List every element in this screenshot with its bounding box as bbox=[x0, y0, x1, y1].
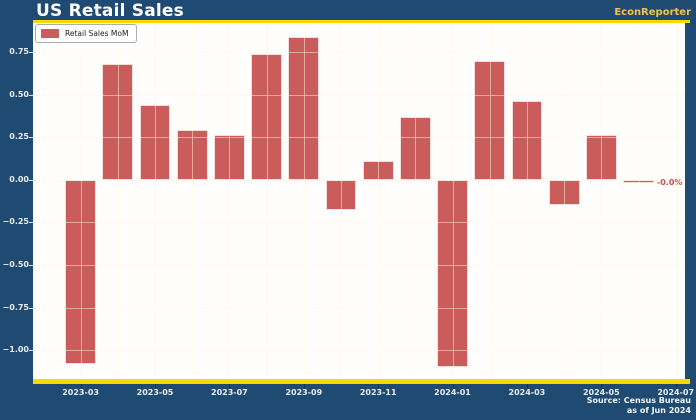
y-tick-label: −0.75 bbox=[2, 302, 29, 312]
y-tick-mark bbox=[29, 137, 33, 139]
v-gridline bbox=[341, 23, 342, 379]
v-gridline bbox=[638, 23, 640, 379]
v-gridline bbox=[526, 23, 528, 379]
y-tick-label: 0.50 bbox=[9, 89, 29, 99]
y-tick-mark bbox=[29, 350, 33, 351]
v-gridline bbox=[415, 23, 417, 379]
x-tick-mark bbox=[155, 384, 156, 388]
legend-swatch-icon bbox=[41, 29, 59, 38]
v-gridline bbox=[229, 23, 231, 379]
v-gridline bbox=[192, 23, 194, 379]
y-tick-label: −1.00 bbox=[2, 345, 29, 354]
y-tick-mark bbox=[29, 94, 33, 96]
x-tick-mark bbox=[675, 384, 677, 388]
accent-rule-top bbox=[33, 20, 690, 23]
x-tick-label: 2023-11 bbox=[359, 388, 397, 397]
brand-logo-text: EconReporter bbox=[614, 7, 691, 18]
page-title: US Retail Sales bbox=[36, 1, 184, 21]
v-gridline bbox=[452, 23, 454, 379]
bar-annotation: -0.0% bbox=[656, 178, 683, 188]
v-gridline bbox=[266, 23, 268, 379]
x-tick-label: 2024-03 bbox=[508, 388, 546, 397]
source-line-2: as of Jun 2024 bbox=[626, 405, 691, 415]
source-note: Source: Census Bureau as of Jun 2024 bbox=[587, 396, 691, 415]
x-tick-label: 2024-05 bbox=[582, 388, 620, 397]
x-tick-mark bbox=[80, 384, 82, 388]
legend-label: Retail Sales MoM bbox=[65, 29, 129, 38]
y-tick-label: 0.25 bbox=[9, 132, 29, 142]
y-tick-mark bbox=[29, 222, 33, 224]
bar-2023-07 bbox=[213, 135, 245, 180]
x-tick-mark bbox=[229, 384, 231, 388]
y-tick-label: 0.00 bbox=[9, 174, 29, 184]
v-gridline bbox=[564, 23, 566, 379]
v-gridline bbox=[155, 23, 156, 379]
h-gridline bbox=[33, 264, 685, 266]
plot-area: Retail Sales MoM -0.0% bbox=[33, 23, 685, 379]
x-tick-mark bbox=[526, 384, 528, 388]
x-tick-label: 2023-09 bbox=[285, 388, 323, 397]
legend-box: Retail Sales MoM bbox=[35, 24, 138, 43]
y-tick-label: −0.25 bbox=[2, 217, 29, 227]
v-gridline bbox=[378, 23, 380, 379]
x-tick-label: 2023-07 bbox=[211, 388, 248, 397]
h-gridline bbox=[33, 94, 685, 96]
x-tick-label: 2023-05 bbox=[136, 388, 174, 397]
v-gridline bbox=[80, 23, 82, 379]
y-tick-label: 0.75 bbox=[9, 47, 29, 56]
v-gridline bbox=[675, 23, 677, 379]
x-tick-mark bbox=[452, 384, 454, 388]
source-line-1: Source: Census Bureau bbox=[586, 396, 691, 405]
x-tick-label: 2024-01 bbox=[434, 388, 471, 397]
h-gridline bbox=[33, 179, 685, 181]
v-gridline bbox=[601, 23, 603, 379]
x-tick-label: 2024-07 bbox=[657, 388, 695, 397]
x-tick-mark bbox=[303, 384, 305, 388]
bar-2023-11 bbox=[362, 161, 394, 180]
h-gridline bbox=[33, 350, 685, 351]
bar-2023-08 bbox=[251, 53, 282, 180]
v-gridline bbox=[489, 23, 491, 379]
v-gridline bbox=[117, 23, 119, 379]
x-tick-label: 2023-03 bbox=[62, 388, 99, 397]
h-gridline bbox=[33, 307, 685, 309]
y-tick-mark bbox=[29, 307, 33, 309]
h-gridline bbox=[33, 52, 685, 53]
y-tick-label: −0.50 bbox=[2, 259, 29, 269]
bar-2023-09 bbox=[288, 36, 320, 180]
v-gridline bbox=[303, 23, 305, 379]
y-tick-mark bbox=[29, 52, 33, 53]
x-tick-mark bbox=[601, 384, 603, 388]
y-tick-mark bbox=[29, 179, 33, 181]
x-tick-mark bbox=[378, 384, 380, 388]
h-gridline bbox=[33, 222, 685, 224]
accent-rule-bottom bbox=[33, 379, 690, 384]
y-tick-mark bbox=[29, 264, 33, 266]
h-gridline bbox=[33, 137, 685, 139]
